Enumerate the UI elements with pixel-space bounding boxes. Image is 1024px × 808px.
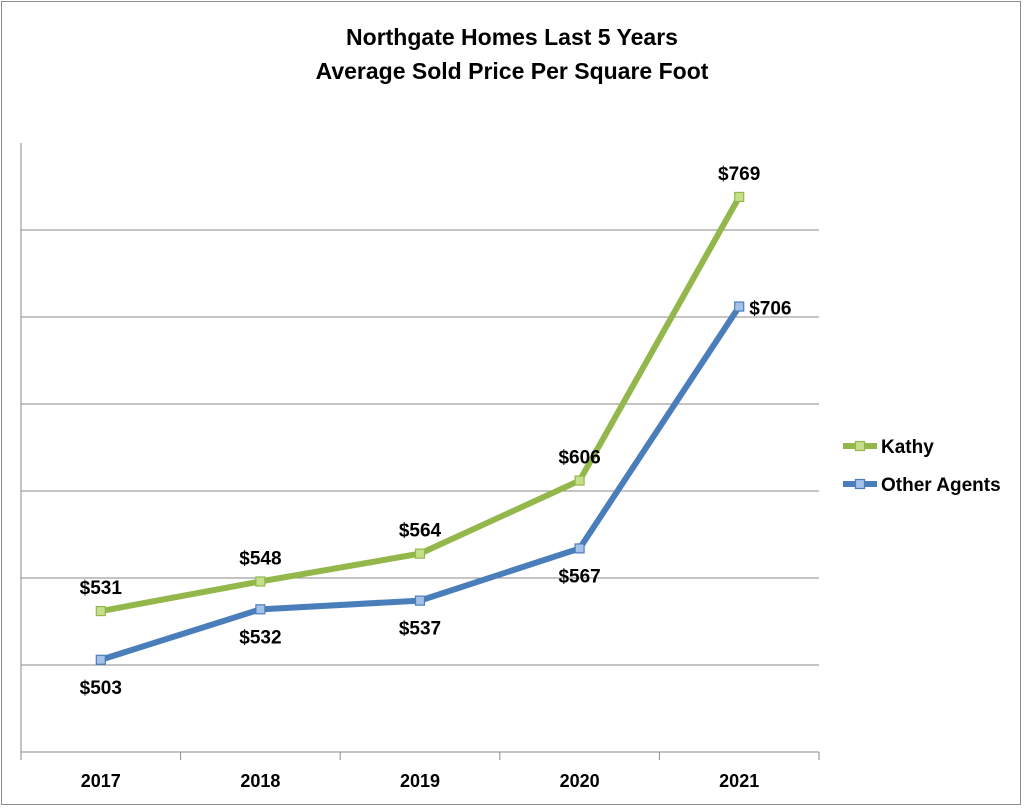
x-tick-label-2021: 2021 [719, 771, 759, 791]
data-label-kathy-2020: $606 [558, 448, 600, 469]
marker-kathy-2019 [414, 548, 426, 559]
x-tick-label-2020: 2020 [560, 771, 600, 791]
legend-label-other-agents: Other Agents [881, 475, 1001, 496]
legend-label-kathy: Kathy [881, 437, 934, 458]
marker-other-agents-2019 [414, 595, 426, 606]
chart-title-line-2: Average Sold Price Per Square Foot [316, 58, 709, 84]
marker-kathy-2018 [255, 576, 266, 587]
data-label-other-agents-2021: $706 [749, 299, 791, 320]
x-tick-label-2018: 2018 [240, 771, 280, 791]
legend-entry-kathy: Kathy [843, 437, 934, 458]
marker-other-agents-2021 [734, 301, 745, 312]
legend-entry-other-agents: Other Agents [843, 475, 1001, 496]
data-label-kathy-2019: $564 [399, 521, 442, 542]
x-tick-label-2019: 2019 [400, 771, 440, 791]
axes: 2017 2018 2019 2020 2021 [20, 143, 820, 791]
data-label-other-agents-2020: $567 [558, 566, 600, 587]
data-labels: $531 $548 $564 $606 $769 $503 $532 $537 $567 $706 [80, 164, 792, 699]
x-tick-label-2017: 2017 [81, 771, 121, 791]
marker-kathy-2017 [95, 605, 106, 617]
marker-other-agents-2018 [255, 604, 266, 615]
legend-marker-kathy [854, 440, 866, 452]
marker-kathy-2021 [734, 191, 745, 203]
chart-title: Northgate Homes Last 5 Years Average Sold… [316, 24, 709, 84]
data-label-other-agents-2019: $537 [399, 619, 441, 640]
data-label-kathy-2018: $548 [239, 548, 281, 569]
marker-kathy-2020 [574, 475, 585, 486]
chart-title-line-1: Northgate Homes Last 5 Years [346, 24, 678, 50]
marker-other-agents-2020 [574, 543, 585, 554]
gridlines [21, 229, 819, 666]
series-lines [95, 191, 745, 665]
data-label-other-agents-2018: $532 [239, 627, 281, 648]
data-label-kathy-2017: $531 [80, 578, 123, 599]
data-label-kathy-2021: $769 [718, 164, 760, 185]
legend: Kathy Other Agents [843, 437, 1001, 496]
legend-marker-other-agents [854, 478, 866, 490]
series-line-other-agents [97, 303, 743, 663]
marker-other-agents-2017 [95, 654, 106, 665]
data-label-other-agents-2017: $503 [80, 678, 122, 699]
